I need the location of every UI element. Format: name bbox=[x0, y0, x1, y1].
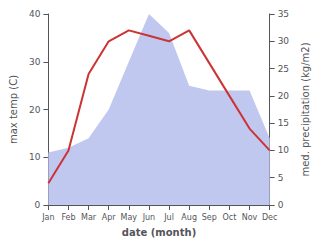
svg-text:0: 0 bbox=[278, 200, 284, 210]
svg-text:25: 25 bbox=[278, 64, 289, 74]
svg-text:Nov: Nov bbox=[242, 213, 258, 222]
svg-text:May: May bbox=[121, 213, 138, 222]
svg-text:Jul: Jul bbox=[163, 213, 174, 222]
svg-text:0: 0 bbox=[35, 200, 41, 210]
svg-text:30: 30 bbox=[278, 36, 290, 46]
svg-text:Aug: Aug bbox=[181, 213, 197, 222]
svg-text:Oct: Oct bbox=[222, 213, 236, 222]
svg-text:Jun: Jun bbox=[142, 213, 156, 222]
svg-text:30: 30 bbox=[29, 57, 41, 67]
svg-text:35: 35 bbox=[278, 9, 289, 19]
svg-text:Jan: Jan bbox=[41, 213, 54, 222]
svg-text:20: 20 bbox=[29, 105, 41, 115]
svg-text:20: 20 bbox=[278, 91, 290, 101]
svg-text:40: 40 bbox=[29, 9, 41, 19]
svg-text:max temp (C): max temp (C) bbox=[8, 75, 19, 144]
svg-text:Mar: Mar bbox=[81, 213, 97, 222]
svg-text:Sep: Sep bbox=[202, 213, 217, 222]
svg-text:10: 10 bbox=[278, 145, 290, 155]
svg-text:Dec: Dec bbox=[262, 213, 277, 222]
svg-text:10: 10 bbox=[29, 152, 41, 162]
svg-text:Feb: Feb bbox=[61, 213, 75, 222]
svg-text:Apr: Apr bbox=[102, 213, 117, 222]
svg-text:15: 15 bbox=[278, 118, 289, 128]
svg-text:med. precipitation (kg/m2): med. precipitation (kg/m2) bbox=[300, 42, 311, 176]
svg-text:5: 5 bbox=[278, 173, 284, 183]
svg-text:date (month): date (month) bbox=[122, 227, 196, 238]
